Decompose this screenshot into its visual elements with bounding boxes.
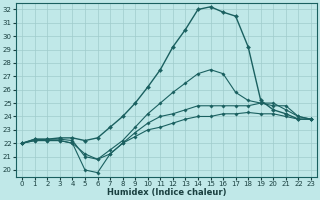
X-axis label: Humidex (Indice chaleur): Humidex (Indice chaleur)	[107, 188, 226, 197]
